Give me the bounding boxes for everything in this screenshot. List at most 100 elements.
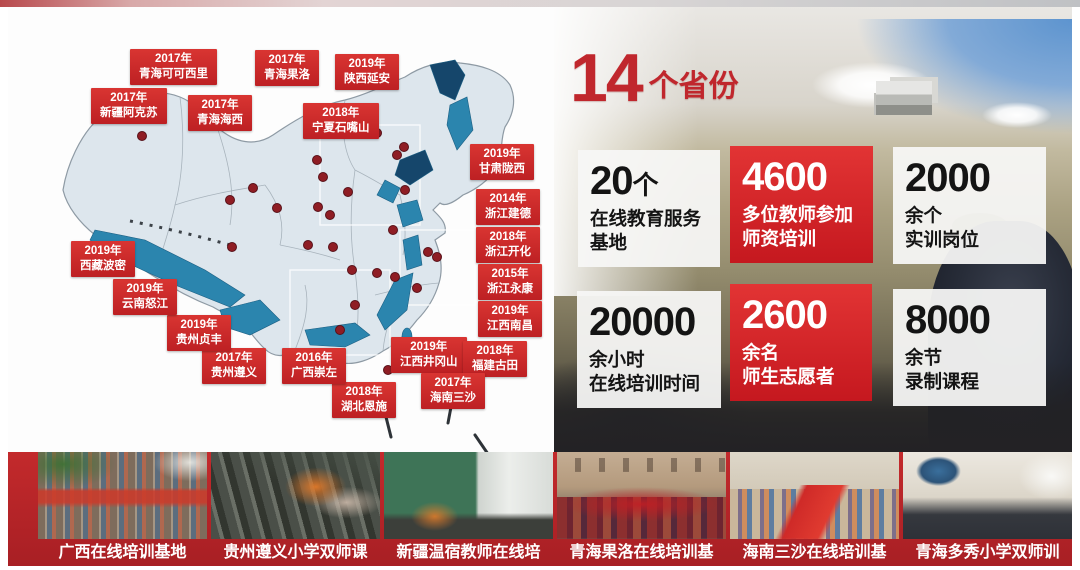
hilltop-station	[876, 81, 932, 115]
site-place: 贵州遵义	[211, 366, 257, 379]
site-dot	[400, 185, 410, 195]
site-dot	[423, 247, 433, 257]
photo-caption: 广西在线培训基地	[58, 544, 187, 561]
site-dot	[225, 195, 235, 205]
site-dot	[303, 240, 313, 250]
map-site-label: 2017年海南三沙	[421, 373, 485, 409]
map-site-label: 2017年 青海果洛	[255, 50, 319, 86]
site-year: 2014年	[489, 193, 527, 205]
site-year: 2017年	[201, 99, 239, 111]
photo-qinghai-guoluo	[557, 452, 726, 539]
site-year: 2017年	[215, 352, 253, 364]
stat-label: 在线培训时间	[589, 373, 701, 395]
site-place: 江西井冈山	[400, 355, 458, 368]
map-site-label: 2019年 陕西延安	[335, 54, 399, 90]
site-dot	[399, 142, 409, 152]
site-place: 浙江永康	[487, 282, 533, 295]
site-year: 2015年	[491, 268, 529, 280]
site-year: 2018年	[322, 107, 360, 119]
site-place: 青海海西	[197, 113, 243, 126]
leader-ticks	[383, 405, 490, 455]
stat-box-volunteers: 2600 余名 师生志愿者	[730, 284, 872, 401]
stat-value: 8000	[905, 298, 991, 342]
headline-number: 14	[570, 40, 644, 116]
map-site-label: 2019年 甘肃陇西	[470, 144, 534, 180]
site-place: 江西南昌	[487, 319, 533, 332]
site-year: 2017年	[268, 54, 306, 66]
site-year: 2019年	[180, 319, 218, 331]
site-dot	[372, 268, 382, 278]
site-year: 2018年	[345, 386, 383, 398]
site-place: 西藏波密	[80, 259, 126, 272]
stat-box-training-posts: 2000 余个 实训岗位	[893, 147, 1046, 264]
stat-label: 余名	[742, 341, 780, 363]
stat-box-teachers-trained: 4600 多位教师参加 师资培训	[730, 146, 873, 263]
map-site-label: 2019年 江西南昌	[478, 301, 542, 337]
stat-label: 余节	[905, 346, 943, 368]
site-place: 海南三沙	[430, 391, 476, 404]
stat-value: 20000	[589, 300, 696, 344]
photo-caption: 青海多秀小学双师训	[915, 544, 1060, 561]
top-edge-strip	[0, 0, 1080, 7]
site-place: 甘肃陇西	[479, 162, 525, 175]
stat-value: 2000	[905, 156, 991, 200]
map-site-label: 2019年贵州贞丰	[167, 315, 231, 351]
site-year: 2019年	[84, 245, 122, 257]
photo-caption: 青海果洛在线培训基	[569, 544, 714, 561]
photo-qinghai-duoxiu	[903, 452, 1072, 539]
site-place: 贵州贞丰	[176, 333, 222, 346]
site-dot	[390, 272, 400, 282]
site-dot	[392, 150, 402, 160]
site-dot	[137, 131, 147, 141]
map-site-label: 2019年江西井冈山	[391, 337, 467, 373]
site-dot	[227, 242, 237, 252]
stat-label: 基地	[590, 232, 628, 254]
map-site-label: 2017年 新疆阿克苏	[91, 88, 167, 124]
site-place: 湖北恩施	[341, 400, 387, 413]
site-year: 2016年	[295, 352, 333, 364]
site-dot	[343, 187, 353, 197]
stat-label: 录制课程	[905, 371, 980, 393]
photo-guangxi-base	[38, 452, 207, 539]
map-site-label: 2014年浙江建德	[476, 189, 540, 225]
site-year: 2018年	[476, 345, 514, 357]
map-site-label: 2017年贵州遵义	[202, 348, 266, 384]
stat-label: 余小时	[589, 348, 645, 370]
stat-box-recorded-courses: 8000 余节录制课程	[893, 289, 1046, 406]
map-site-label: 2017年青海海西	[188, 95, 252, 131]
photo-caption: 贵州遵义小学双师课	[223, 544, 368, 561]
photo-caption: 新疆温宿教师在线培	[396, 544, 541, 561]
site-year: 2017年	[434, 377, 472, 389]
site-year: 2017年	[154, 53, 193, 65]
headline-suffix: 个省份	[648, 69, 739, 103]
site-place: 宁夏石嘴山	[312, 121, 370, 134]
stat-label: 师生志愿者	[742, 366, 835, 388]
site-dots	[137, 128, 442, 375]
map-site-label: 2018年 浙江开化	[476, 227, 540, 263]
stat-label: 实训岗位	[905, 229, 980, 251]
map-site-label: 2018年福建古田	[463, 341, 527, 377]
site-dot	[248, 183, 258, 193]
photo-hainan-sansha	[730, 452, 899, 539]
site-place: 云南怒江	[122, 297, 168, 310]
site-place: 新疆阿克苏	[100, 106, 158, 119]
site-dot	[347, 265, 357, 275]
cloud	[982, 102, 1052, 128]
map-site-label: 2019年云南怒江	[113, 279, 177, 315]
site-dot	[335, 325, 345, 335]
site-dot	[312, 155, 322, 165]
site-place: 浙江开化	[485, 245, 531, 258]
site-dot	[432, 252, 442, 262]
headline-provinces: 14 个省份	[570, 40, 739, 116]
photo-guizhou-zunyi	[211, 452, 380, 539]
photo-strip-bar: 广西在线培训基地 贵州遵义小学双师课 新疆温宿教师在线培 青海果洛在线培训基 海南三沙在…	[8, 452, 1072, 566]
site-dot	[272, 203, 282, 213]
site-year: 2019年	[410, 341, 448, 353]
caption-row: 广西在线培训基地 贵州遵义小学双师课 新疆温宿教师在线培 青海果洛在线培训基 海南三沙在…	[38, 539, 1072, 566]
site-year: 2019年	[126, 283, 164, 295]
site-place: 浙江建德	[485, 207, 531, 220]
site-place: 福建古田	[472, 359, 518, 372]
site-dot	[328, 242, 338, 252]
site-dot	[412, 283, 422, 293]
